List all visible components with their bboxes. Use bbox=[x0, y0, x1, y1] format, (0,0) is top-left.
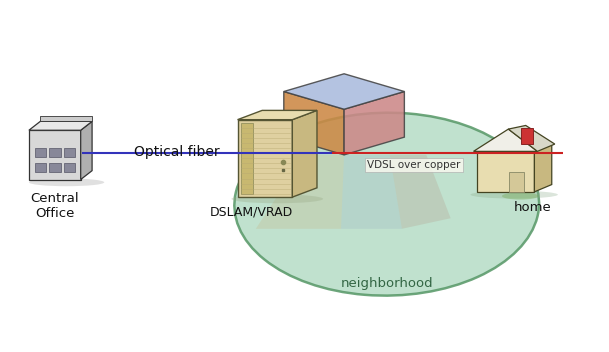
Polygon shape bbox=[256, 155, 344, 229]
Polygon shape bbox=[49, 163, 60, 172]
Polygon shape bbox=[284, 92, 344, 155]
Polygon shape bbox=[534, 144, 552, 192]
Text: DSLAM/VRAD: DSLAM/VRAD bbox=[210, 206, 294, 219]
Text: Optical fiber: Optical fiber bbox=[134, 145, 219, 159]
Polygon shape bbox=[63, 163, 75, 172]
Polygon shape bbox=[35, 149, 46, 157]
Polygon shape bbox=[344, 92, 404, 155]
Polygon shape bbox=[509, 172, 524, 192]
Polygon shape bbox=[80, 121, 92, 180]
Polygon shape bbox=[35, 163, 46, 172]
Polygon shape bbox=[521, 128, 533, 144]
Polygon shape bbox=[341, 155, 402, 229]
Polygon shape bbox=[40, 116, 92, 121]
Polygon shape bbox=[238, 111, 317, 120]
Ellipse shape bbox=[231, 194, 323, 203]
Text: VDSL over copper: VDSL over copper bbox=[367, 160, 461, 170]
Polygon shape bbox=[29, 121, 92, 130]
Ellipse shape bbox=[29, 178, 104, 186]
Polygon shape bbox=[292, 111, 317, 197]
Polygon shape bbox=[474, 129, 537, 151]
Polygon shape bbox=[509, 125, 555, 151]
Text: neighborhood: neighborhood bbox=[340, 277, 433, 290]
Polygon shape bbox=[284, 74, 404, 109]
Polygon shape bbox=[29, 130, 80, 180]
Ellipse shape bbox=[470, 191, 558, 199]
Polygon shape bbox=[476, 151, 534, 192]
Text: Central
Office: Central Office bbox=[30, 192, 79, 220]
Text: home: home bbox=[514, 201, 552, 214]
Polygon shape bbox=[390, 155, 451, 229]
Ellipse shape bbox=[502, 193, 538, 200]
Polygon shape bbox=[238, 120, 292, 197]
Ellipse shape bbox=[234, 113, 539, 296]
Polygon shape bbox=[63, 149, 75, 157]
Polygon shape bbox=[49, 149, 60, 157]
Polygon shape bbox=[241, 123, 253, 194]
